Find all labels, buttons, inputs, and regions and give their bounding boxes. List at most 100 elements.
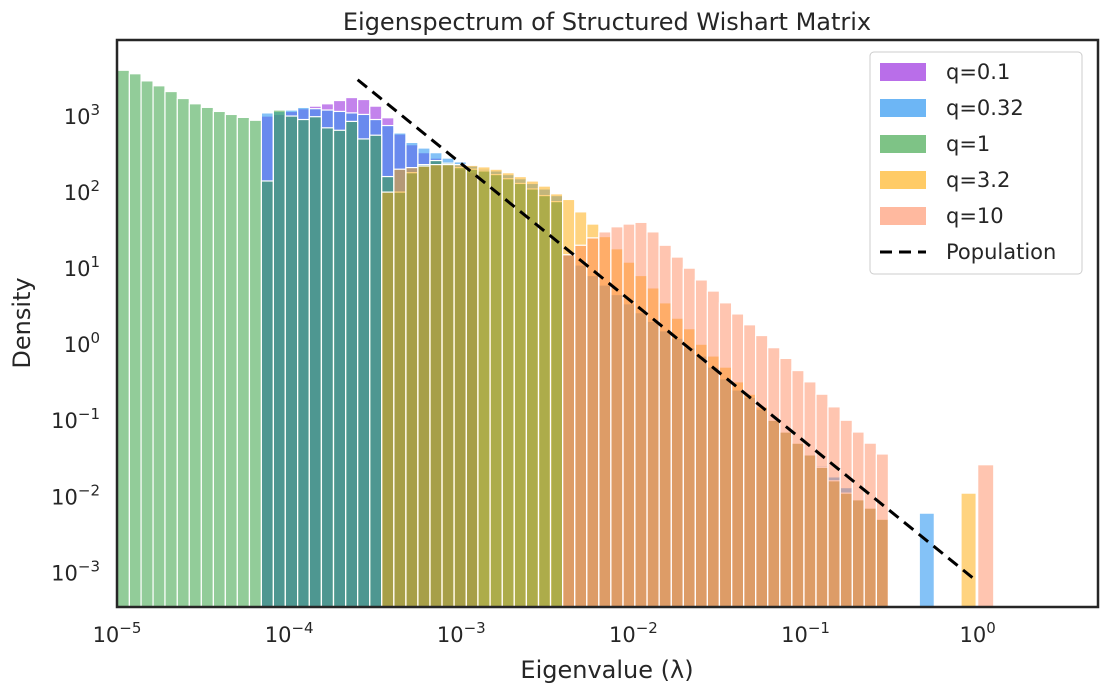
bar-q=10-16: [755, 334, 769, 608]
y-tick-label-0: 10−3: [51, 557, 100, 585]
bar-q=10-14: [731, 313, 745, 608]
x-tick-label-0: 10−5: [93, 619, 142, 647]
y-tick-label-5: 102: [64, 177, 100, 205]
bar-q=1-18: [332, 129, 347, 608]
series-q=3.2: [381, 163, 977, 608]
legend-label-q=0.1: q=0.1: [946, 60, 1010, 84]
bar-q=1-10: [236, 116, 251, 608]
legend-swatch-q=3.2: [880, 171, 926, 189]
bar-q=0.32-52: [918, 512, 935, 608]
x-tick-label-4: 10−1: [781, 619, 830, 647]
bar-q=1-11: [248, 119, 263, 608]
bar-q=10-15: [743, 324, 757, 608]
legend-label-q=3.2: q=3.2: [946, 168, 1010, 192]
bar-q=10-9: [670, 256, 684, 608]
bar-q=1-5: [176, 97, 190, 608]
y-tick-labels: 10−3 10−2 10−1 100 101 102 103: [51, 101, 100, 585]
legend-label-q=0.32: q=0.32: [946, 96, 1024, 120]
bar-q=10-19: [791, 369, 805, 608]
y-tick-label-3: 100: [64, 329, 100, 357]
bar-q=10-23: [839, 419, 853, 608]
bar-q=1-4: [164, 90, 178, 608]
bar-q=1-7: [200, 106, 214, 608]
bar-q=3.2-1: [393, 168, 407, 608]
bar-q=3.2-14: [549, 193, 564, 608]
bar-q=3.2-9: [489, 168, 503, 608]
bar-q=10-4: [610, 226, 624, 608]
bar-q=3.2-2: [405, 166, 419, 608]
bar-q=1-6: [188, 103, 202, 608]
bar-q=3.2-42: [960, 492, 977, 608]
bar-q=10-17: [767, 347, 781, 608]
x-tick-label-2: 10−3: [437, 619, 486, 647]
bar-q=1-19: [345, 120, 359, 608]
bar-q=3.2-11: [513, 175, 528, 608]
bar-q=3.2-5: [441, 163, 455, 608]
bar-q=10-18: [779, 357, 793, 608]
legend-swatch-q=1: [880, 135, 926, 153]
bar-q=1-2: [140, 80, 154, 608]
bar-q=3.2-12: [525, 180, 540, 608]
x-tick-label-5: 100: [960, 619, 996, 647]
legend-label-q=10: q=10: [946, 204, 1004, 228]
bar-q=10-26: [875, 453, 890, 608]
bar-q=10-27: [977, 464, 995, 608]
legend-swatch-q=10: [880, 207, 926, 225]
bar-q=1-16: [308, 116, 323, 608]
bar-q=1-3: [152, 85, 166, 608]
bar-q=10-1: [574, 244, 588, 608]
bar-q=10-8: [658, 244, 672, 608]
bar-q=3.2-0: [381, 191, 395, 608]
bar-q=10-10: [682, 267, 696, 608]
bar-q=10-2: [586, 237, 600, 608]
bar-q=1-12: [260, 180, 274, 608]
bar-q=3.2-13: [537, 185, 552, 608]
legend-label-Population: Population: [946, 240, 1056, 264]
legend: q=0.1 q=0.32 q=1 q=3.2 q=10 Population: [869, 51, 1083, 275]
bar-q=3.2-7: [465, 164, 479, 608]
y-axis-label: Density: [8, 277, 36, 368]
bar-q=10-11: [694, 279, 708, 608]
bar-q=3.2-10: [501, 172, 515, 608]
y-tick-label-2: 10−1: [51, 405, 100, 433]
bar-q=1-17: [320, 127, 335, 608]
bar-q=1-8: [212, 110, 226, 608]
bar-q=3.2-3: [417, 165, 431, 608]
chart-title: Eigenspectrum of Structured Wishart Matr…: [343, 8, 871, 36]
bar-q=10-13: [718, 302, 733, 608]
y-tick-label-1: 10−2: [51, 481, 100, 509]
bar-q=10-3: [598, 231, 612, 608]
bar-q=10-21: [815, 393, 829, 608]
bar-q=10-12: [706, 290, 721, 608]
bar-q=3.2-6: [453, 163, 467, 608]
bar-q=1-20: [357, 138, 371, 608]
bar-q=1-15: [297, 118, 310, 608]
x-tick-label-1: 10−4: [265, 619, 314, 647]
y-tick-label-6: 103: [64, 101, 100, 129]
bar-q=1-0: [116, 69, 130, 608]
x-tick-label-3: 10−2: [609, 619, 658, 647]
legend-swatch-q=0.1: [880, 63, 926, 81]
bar-q=10-20: [803, 381, 817, 608]
bar-q=10-25: [863, 442, 878, 608]
x-tick-labels: 10−5 10−4 10−3 10−2 10−1 100: [93, 619, 996, 647]
x-axis-label: Eigenvalue (λ): [520, 656, 693, 684]
legend-label-q=1: q=1: [946, 132, 990, 156]
bar-q=3.2-4: [429, 163, 443, 608]
histogram-bars: [116, 69, 995, 608]
y-tick-label-4: 101: [64, 253, 100, 281]
plot-frame: [115, 38, 1100, 609]
bar-q=10-6: [634, 221, 648, 608]
bar-q=1-14: [284, 115, 299, 608]
bar-q=10-24: [851, 431, 865, 608]
bar-q=10-5: [622, 223, 636, 608]
bar-q=10-7: [646, 231, 660, 608]
bar-q=1-9: [224, 113, 238, 608]
bar-q=1-13: [272, 109, 286, 608]
series-q=10: [562, 221, 995, 608]
bar-q=10-0: [562, 254, 576, 608]
bar-q=10-22: [827, 406, 841, 608]
bar-q=1-21: [369, 134, 383, 608]
legend-swatch-q=0.32: [880, 99, 926, 117]
